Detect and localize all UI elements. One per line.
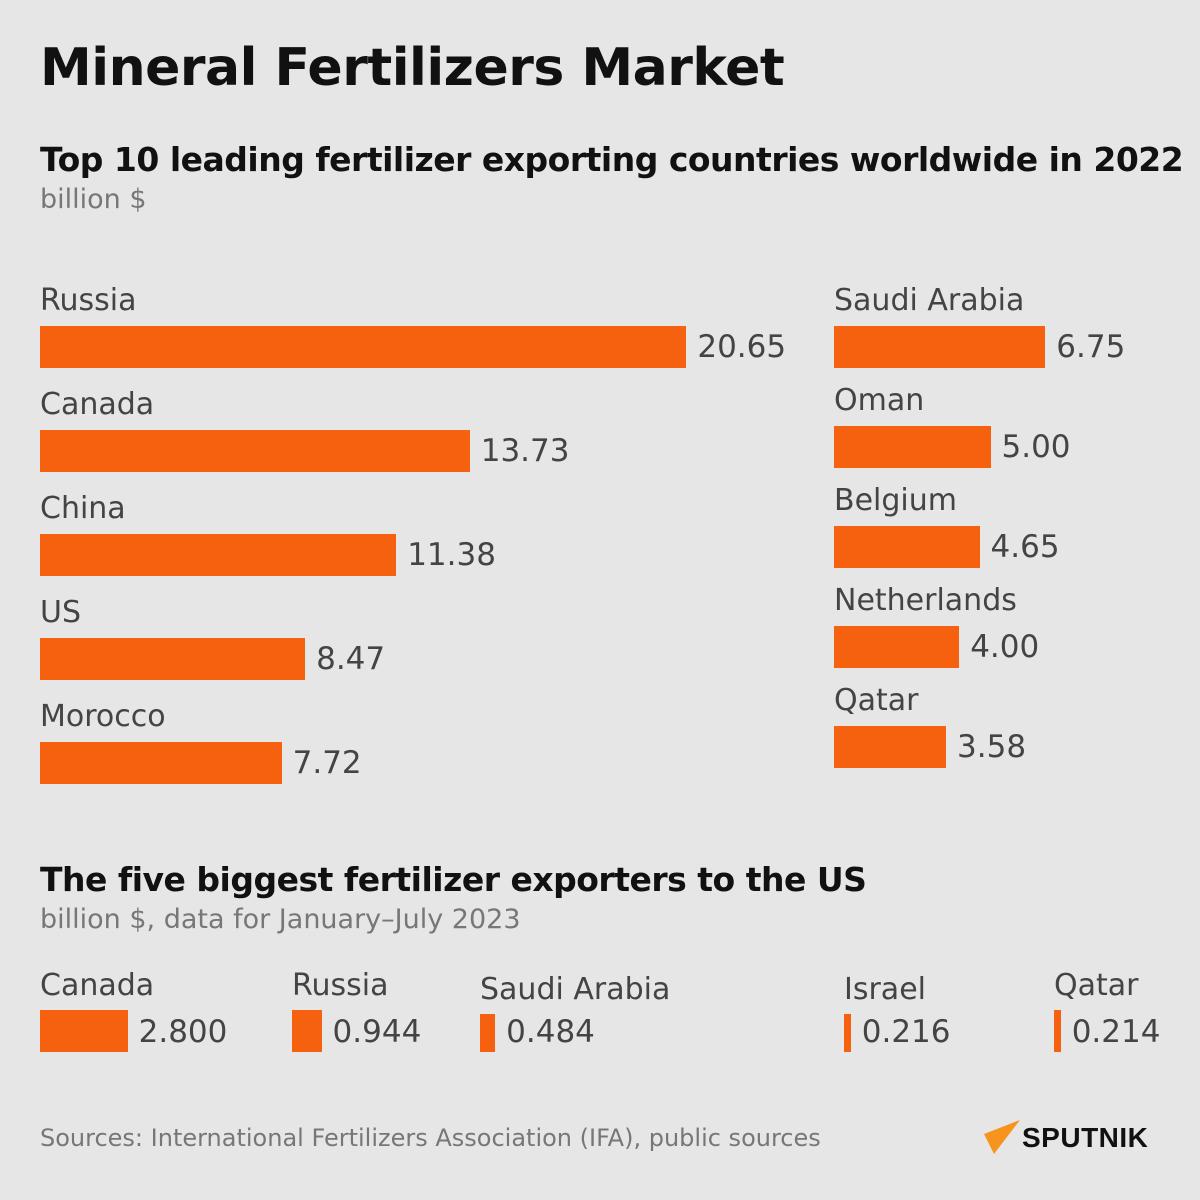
bar — [40, 742, 282, 784]
value-label: 0.216 — [861, 1014, 951, 1050]
bar — [1054, 1010, 1061, 1052]
bar — [40, 638, 306, 680]
bar — [844, 1014, 851, 1052]
bar — [292, 1010, 322, 1052]
logo-text: SPUTNIK — [1022, 1122, 1149, 1153]
bar-label: Israel — [844, 972, 926, 1007]
value-label: 2.800 — [138, 1014, 228, 1050]
value-label: 13.73 — [480, 433, 570, 469]
bar — [834, 326, 1046, 368]
bar-label: Belgium — [834, 483, 957, 518]
chart2-unit: billion $, data for January–July 2023 — [40, 904, 521, 935]
bar-label: Qatar — [1054, 968, 1139, 1003]
value-label: 4.65 — [990, 529, 1060, 565]
bar — [834, 426, 991, 468]
value-label: 0.944 — [332, 1014, 422, 1050]
value-label: 8.47 — [316, 641, 386, 677]
value-label: 6.75 — [1056, 329, 1126, 365]
bar-label: US — [40, 595, 82, 630]
sputnik-logo: SPUTNIK — [984, 1120, 1148, 1156]
sources-note: Sources: International Fertilizers Assoc… — [40, 1124, 821, 1152]
value-label: 0.484 — [506, 1014, 595, 1050]
bar-label: Netherlands — [834, 583, 1017, 618]
bar-label: Russia — [292, 968, 389, 1003]
bar — [40, 430, 470, 472]
bar — [834, 626, 960, 668]
chart1-title: Top 10 leading fertilizer exporting coun… — [40, 140, 1184, 179]
page-title: Mineral Fertilizers Market — [40, 38, 785, 98]
bar — [834, 726, 947, 768]
value-label: 11.38 — [407, 537, 496, 573]
bar-label: Morocco — [40, 699, 166, 734]
value-label: 20.65 — [697, 329, 787, 365]
value-label: 3.58 — [957, 729, 1027, 765]
bar — [40, 534, 397, 576]
bar — [480, 1014, 496, 1052]
bar-label: Oman — [834, 383, 925, 418]
bar-label: Saudi Arabia — [480, 972, 671, 1007]
value-label: 0.214 — [1071, 1014, 1161, 1050]
bar-label: Saudi Arabia — [834, 283, 1025, 318]
value-label: 7.72 — [292, 745, 362, 781]
chart1-unit: billion $ — [40, 184, 147, 215]
bar-label: Canada — [40, 387, 155, 422]
value-label: 5.00 — [1001, 429, 1071, 465]
bar-label: China — [40, 491, 126, 526]
bar — [834, 526, 980, 568]
bar-label: Qatar — [834, 683, 919, 718]
bar — [40, 1010, 128, 1052]
bar-label: Canada — [40, 968, 155, 1003]
bar-label: Russia — [40, 283, 137, 318]
chart2-title: The five biggest fertilizer exporters to… — [40, 860, 867, 899]
bar — [40, 326, 687, 368]
value-label: 4.00 — [970, 629, 1040, 665]
sputnik-arrow-icon — [984, 1120, 1020, 1154]
